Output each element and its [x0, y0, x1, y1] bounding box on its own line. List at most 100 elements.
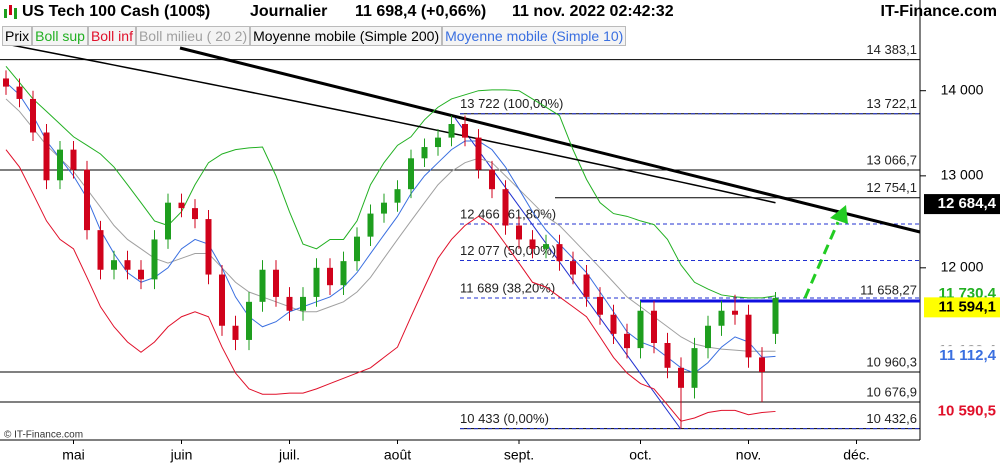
y-tick-label: 12 000: [941, 259, 984, 275]
resistance-label: 11 658,27: [860, 282, 917, 297]
candle-body: [475, 137, 482, 170]
datetime: 11 nov. 2022 02:42:32: [512, 3, 674, 20]
candle-body: [273, 269, 279, 297]
level-label: 10 432,6: [866, 411, 917, 426]
candle-body: [57, 149, 63, 181]
candle-body: [286, 296, 293, 311]
legend-item: Boll inf: [87, 26, 136, 46]
copyright: © IT-Finance.com: [4, 430, 83, 441]
candle-body: [421, 147, 428, 159]
x-tick-label: oct.: [629, 447, 652, 463]
candle-body: [610, 314, 617, 334]
candle-body: [246, 301, 252, 340]
period: Journalier: [250, 3, 328, 20]
arrow-head: [830, 205, 848, 224]
candle-body: [435, 137, 441, 148]
candle-body: [462, 124, 468, 138]
candle-body: [705, 325, 711, 349]
candle-body: [691, 348, 698, 388]
level-label: 12 754,1: [866, 180, 917, 195]
candle-body: [543, 244, 549, 249]
price-tag-box: [924, 346, 1000, 367]
level-label: 14 383,1: [866, 42, 917, 57]
candle-body: [570, 261, 576, 275]
candle-body: [43, 132, 50, 181]
candle-body: [718, 310, 725, 326]
header: US Tech 100 Cash (100$) Journalier 11 69…: [0, 0, 1001, 24]
candle-body: [3, 78, 9, 87]
price-tag-box: [924, 401, 1000, 422]
candle-body: [300, 296, 306, 311]
price-tag-label: 12 684,4: [938, 195, 997, 212]
trend-line: [179, 46, 921, 234]
candle-body: [516, 225, 522, 240]
candle-body: [394, 189, 401, 203]
candle-body: [381, 202, 387, 214]
background-layer: [0, 59, 920, 430]
candle-body: [637, 310, 644, 349]
candle-body: [583, 274, 590, 297]
candle-body: [259, 269, 266, 302]
level-label: 10 676,9: [866, 384, 917, 399]
candle-body: [313, 267, 320, 297]
candle-body: [732, 310, 738, 315]
candle-body: [745, 314, 752, 358]
y-tick-label: 13 000: [941, 167, 984, 183]
x-tick-label: août: [384, 447, 411, 463]
indicator-line: [5, 66, 776, 299]
fib-label: 10 433 (0,00%): [460, 411, 549, 426]
candle-body: [354, 236, 360, 262]
candle-body: [97, 230, 104, 270]
candle-body: [759, 357, 765, 372]
x-tick-label: déc.: [843, 447, 869, 463]
candle-body: [30, 98, 36, 133]
candle-body: [327, 267, 333, 286]
legend-item: Moyenne mobile (Simple 10): [442, 26, 627, 46]
candle-body: [205, 219, 212, 275]
indicator-line: [5, 149, 776, 422]
candle-body: [556, 244, 563, 262]
x-tick-label: nov.: [736, 447, 761, 463]
candle-body: [138, 269, 144, 280]
candle-body: [448, 124, 455, 138]
candle-body: [772, 297, 779, 334]
candle-body: [529, 239, 536, 249]
level-label: 13 722,1: [866, 96, 917, 111]
candle-body: [16, 86, 23, 99]
indicator-line: [5, 82, 776, 374]
candle-body: [624, 333, 630, 349]
logo-icon: [4, 5, 17, 19]
candle-body: [178, 202, 185, 209]
candle-body: [124, 260, 131, 270]
site: IT-Finance.com: [880, 3, 997, 20]
candle-body: [489, 169, 495, 190]
candle-body: [192, 208, 198, 220]
legend-item: Prix: [2, 26, 33, 46]
legend-item: Moyenne mobile (Simple 200): [250, 26, 443, 46]
legend-item: Boll milieu ( 20 2): [135, 26, 251, 46]
x-tick-label: mai: [62, 447, 85, 463]
candle-body: [408, 158, 414, 190]
candle-body: [502, 189, 509, 226]
price-tag-label: 10 590,5: [938, 402, 996, 419]
forecast-arrow: [803, 221, 840, 299]
level-label: 10 960,3: [866, 354, 917, 369]
fib-label: 13 722 (100,00%): [460, 96, 563, 111]
candle-body: [597, 296, 603, 315]
x-tick-label: sept.: [504, 447, 534, 463]
candle-body: [111, 260, 117, 270]
candle-body: [165, 202, 171, 240]
candle-body: [70, 149, 77, 170]
quote: 11 698,4 (+0,66%): [355, 3, 487, 20]
candle-body: [232, 325, 239, 340]
fib-label: 11 689 (38,20%): [460, 280, 555, 295]
candle-body: [664, 342, 671, 368]
candle-body: [151, 239, 158, 280]
price-tag-box: [924, 297, 1000, 318]
y-tick-label: 14 000: [941, 81, 984, 97]
legend: Prix Boll sup Boll inf Boll milieu ( 20 …: [2, 26, 627, 46]
indicator-line: [5, 43, 776, 204]
candle-body: [367, 213, 374, 237]
